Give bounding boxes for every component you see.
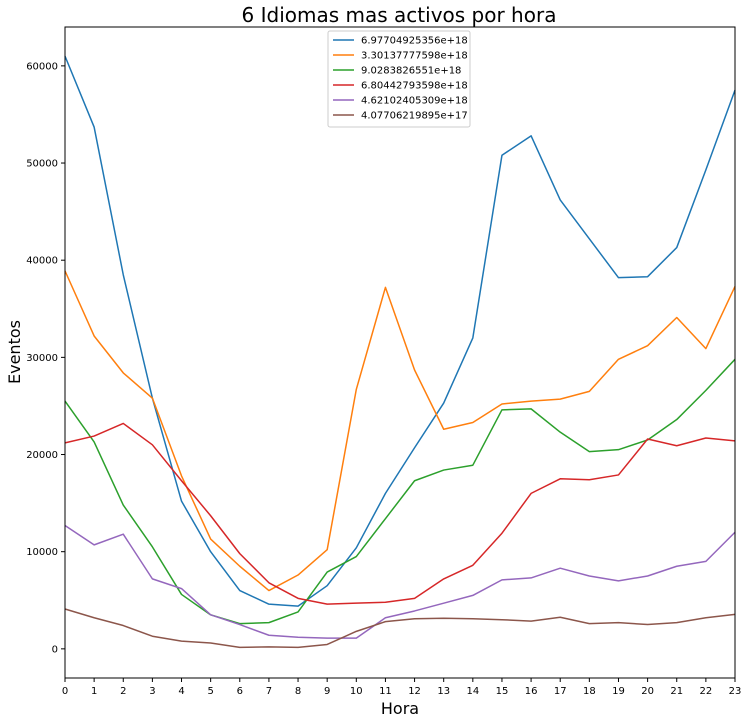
x-tick-label: 8	[295, 686, 301, 697]
y-tick-label: 20000	[26, 450, 58, 461]
x-tick-label: 11	[379, 686, 392, 697]
plot-lines	[64, 55, 736, 649]
series-line-4	[64, 422, 736, 605]
legend-label: 6.80442793598e+18	[361, 81, 468, 92]
x-axis-title: Hora	[381, 699, 419, 718]
x-tick-label: 6	[237, 686, 243, 697]
y-tick-label: 0	[52, 644, 58, 655]
legend: 6.97704925356e+18 3.30137777598e+18 9.0283…	[327, 30, 471, 128]
plot-frame	[64, 26, 736, 679]
y-tick-label: 50000	[26, 159, 58, 170]
x-tick-label: 18	[583, 686, 596, 697]
x-tick-label: 5	[207, 686, 213, 697]
legend-label: 4.62102405309e+18	[361, 96, 468, 107]
x-tick-label: 4	[178, 686, 184, 697]
x-tick-label: 14	[466, 686, 479, 697]
x-tick-label: 13	[437, 686, 450, 697]
x-tick-label: 21	[670, 686, 683, 697]
x-tick-label: 9	[324, 686, 330, 697]
x-tick-label: 16	[525, 686, 538, 697]
y-axis-title: Eventos	[5, 320, 24, 384]
x-tick-label: 23	[729, 686, 742, 697]
x-tick-label: 2	[120, 686, 126, 697]
x-axis-ticks: 0 1 2 3 4 5 6 7 8 9 10 11 12 13 14 15 16 17 18 19 20 21 22 23	[62, 678, 742, 697]
chart-title: 6 Idiomas mas activos por hora	[242, 3, 557, 27]
x-tick-label: 22	[700, 686, 713, 697]
legend-label: 4.07706219895e+17	[361, 111, 468, 122]
x-tick-label: 12	[408, 686, 421, 697]
series-line-6	[64, 608, 736, 649]
y-axis-ticks: 0 10000 20000 30000 40000 50000 60000	[26, 61, 65, 655]
x-tick-label: 7	[266, 686, 272, 697]
y-tick-label: 10000	[26, 547, 58, 558]
y-tick-label: 60000	[26, 61, 58, 72]
x-tick-label: 1	[91, 686, 97, 697]
legend-label: 9.0283826551e+18	[361, 66, 461, 77]
x-tick-label: 3	[149, 686, 155, 697]
legend-label: 6.97704925356e+18	[361, 36, 468, 47]
legend-label: 3.30137777598e+18	[361, 51, 468, 62]
x-tick-label: 19	[612, 686, 625, 697]
series-line-5	[64, 524, 736, 639]
x-tick-label: 17	[554, 686, 567, 697]
y-tick-label: 40000	[26, 256, 58, 267]
x-tick-label: 0	[62, 686, 68, 697]
x-tick-label: 15	[496, 686, 509, 697]
y-tick-label: 30000	[26, 353, 58, 364]
x-tick-label: 10	[350, 686, 363, 697]
series-line-1	[64, 55, 736, 607]
legend-box	[327, 30, 471, 128]
x-tick-label: 20	[641, 686, 654, 697]
series-line-2	[64, 270, 736, 592]
